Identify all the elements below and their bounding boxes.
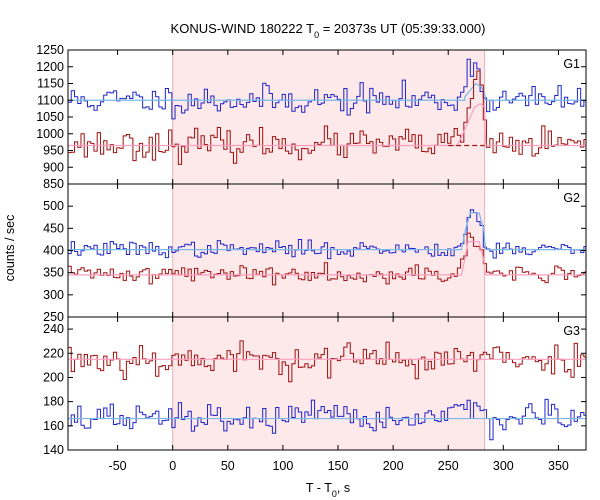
- x-tick-label: 150: [328, 459, 349, 473]
- x-tick-label: 300: [493, 459, 514, 473]
- x-tick-label: 350: [548, 459, 569, 473]
- y-tick-label: 350: [43, 266, 64, 280]
- y-tick-label: 180: [43, 395, 64, 409]
- tick-layer: [68, 49, 586, 451]
- series-blue-g1-model: [68, 82, 586, 101]
- y-tick-label: 850: [43, 177, 64, 191]
- panel-label-g3: G3: [563, 324, 580, 338]
- chart-title: KONUS-WIND 180222 T0 = 20373s UT (05:39:…: [171, 21, 486, 40]
- x-tick-label: -50: [109, 459, 127, 473]
- x-tick-label: 200: [383, 459, 404, 473]
- panel-g3-series: [68, 340, 586, 441]
- y-tick-label: 300: [43, 288, 64, 302]
- y-tick-label: 1100: [37, 93, 64, 107]
- y-tick-label: 500: [43, 199, 64, 213]
- y-tick-label: 1000: [36, 127, 64, 141]
- panel-g2-series: [68, 209, 586, 286]
- y-tick-label: 900: [43, 160, 64, 174]
- x-tick-label: 100: [272, 459, 293, 473]
- y-axis-label: counts / sec: [3, 215, 17, 282]
- panel-label-g2: G2: [563, 191, 580, 205]
- series-red-g2-model: [68, 241, 586, 276]
- series-blue-g1-histogram: [68, 58, 586, 120]
- y-tick-label: 1250: [36, 43, 64, 57]
- series-red-g1-model: [68, 102, 586, 147]
- series-blue-g2-histogram: [68, 209, 586, 260]
- x-tick-label: 0: [169, 459, 176, 473]
- y-tick-label: 400: [43, 244, 64, 258]
- y-tick-label: 220: [43, 346, 64, 360]
- series-red-g3-histogram: [68, 340, 586, 383]
- x-tick-label: 50: [221, 459, 235, 473]
- y-tick-label: 250: [43, 310, 64, 324]
- label-layer: 850900950100010501100115012001250G125030…: [36, 43, 580, 473]
- x-tick-label: 250: [438, 459, 459, 473]
- y-tick-label: 450: [43, 221, 64, 235]
- y-tick-label: 200: [43, 370, 64, 384]
- panel-g3-frame: [67, 316, 587, 451]
- y-tick-label: 140: [43, 443, 64, 457]
- y-tick-label: 1200: [36, 60, 64, 74]
- y-tick-label: 950: [43, 144, 64, 158]
- series-blue-g3-histogram: [68, 398, 586, 441]
- y-tick-label: 1050: [36, 110, 64, 124]
- series-red-g1-histogram: [68, 70, 586, 165]
- series-layer: [68, 58, 586, 441]
- panel-label-g1: G1: [563, 57, 580, 71]
- y-tick-label: 1150: [37, 77, 64, 91]
- series-blue-g2-model: [68, 212, 586, 251]
- y-tick-label: 160: [43, 419, 64, 433]
- panel-g1-series: [68, 58, 586, 165]
- x-axis-label: T - T0, s: [306, 481, 350, 499]
- y-tick-label: 240: [43, 322, 64, 336]
